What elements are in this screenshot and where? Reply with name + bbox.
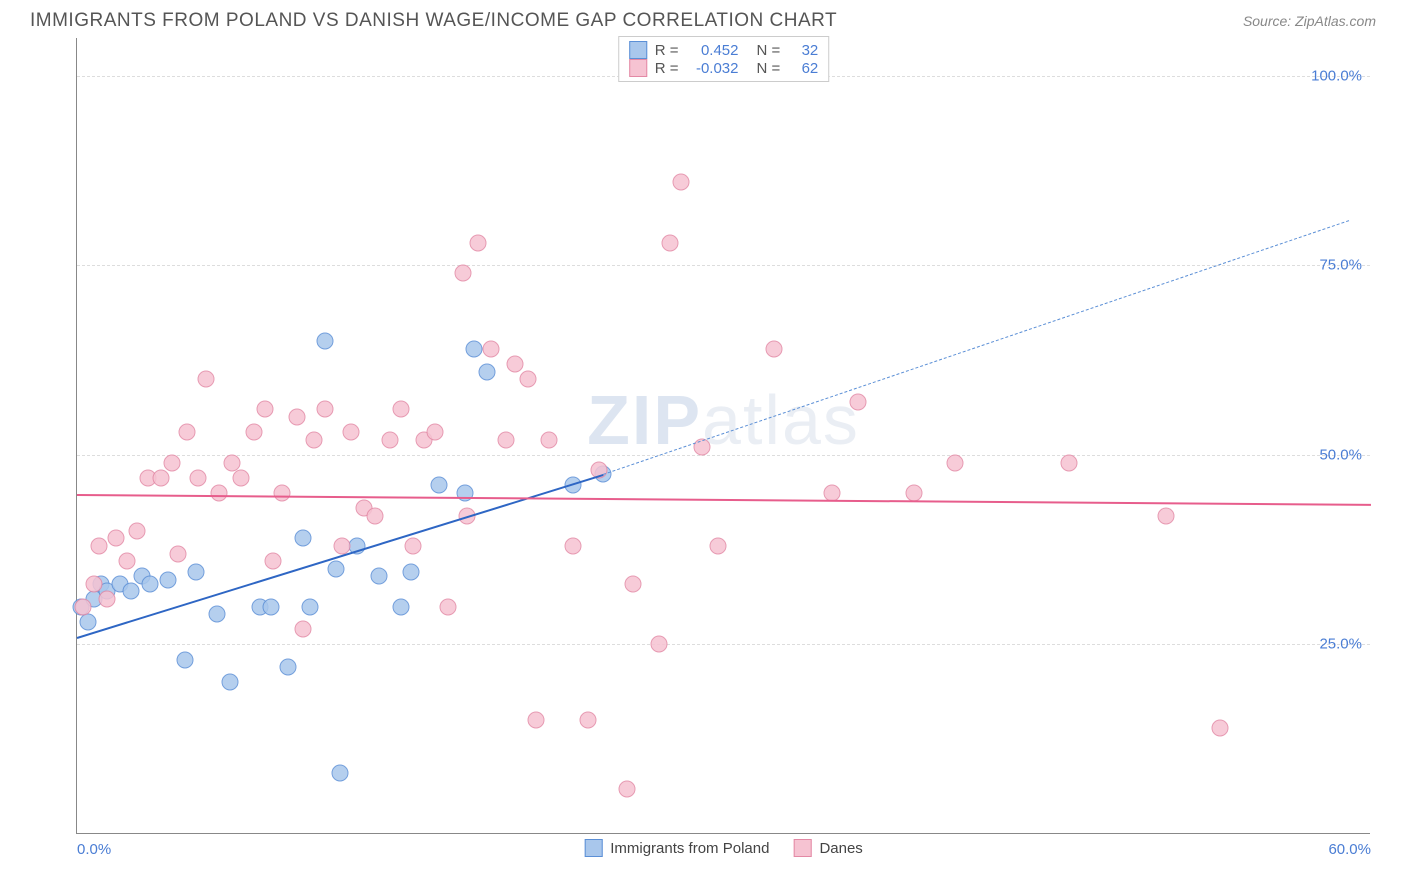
data-point xyxy=(392,598,409,615)
data-point xyxy=(178,424,195,441)
data-point xyxy=(1061,454,1078,471)
data-point xyxy=(332,765,349,782)
data-point xyxy=(209,606,226,623)
data-point xyxy=(381,431,398,448)
data-point xyxy=(153,469,170,486)
stats-legend-row: R =0.452N =32 xyxy=(629,41,819,59)
data-point xyxy=(232,469,249,486)
data-point xyxy=(198,371,215,388)
data-point xyxy=(189,469,206,486)
y-tick-label: 100.0% xyxy=(1311,67,1362,84)
data-point xyxy=(427,424,444,441)
data-point xyxy=(672,174,689,191)
data-point xyxy=(905,484,922,501)
trend-line xyxy=(603,220,1350,475)
legend-swatch xyxy=(629,41,647,59)
data-point xyxy=(163,454,180,471)
data-point xyxy=(327,560,344,577)
data-point xyxy=(370,568,387,585)
data-point xyxy=(265,553,282,570)
data-point xyxy=(256,401,273,418)
data-point xyxy=(519,371,536,388)
data-point xyxy=(470,234,487,251)
data-point xyxy=(765,340,782,357)
data-point xyxy=(159,572,176,589)
data-point xyxy=(580,712,597,729)
data-point xyxy=(79,613,96,630)
data-point xyxy=(122,583,139,600)
x-tick-label: 60.0% xyxy=(1328,841,1371,858)
gridline xyxy=(77,265,1370,266)
stats-legend-row: R =-0.032N =62 xyxy=(629,59,819,77)
legend-swatch xyxy=(629,59,647,77)
data-point xyxy=(405,537,422,554)
watermark: ZIPatlas xyxy=(587,380,860,460)
data-point xyxy=(90,537,107,554)
data-point xyxy=(170,545,187,562)
legend-item: Immigrants from Poland xyxy=(584,839,769,857)
trend-line xyxy=(77,494,1371,506)
data-point xyxy=(392,401,409,418)
data-point xyxy=(317,401,334,418)
data-point xyxy=(288,409,305,426)
data-point xyxy=(439,598,456,615)
y-tick-label: 75.0% xyxy=(1319,257,1362,274)
data-point xyxy=(245,424,262,441)
data-point xyxy=(528,712,545,729)
data-point xyxy=(295,530,312,547)
data-point xyxy=(306,431,323,448)
chart-title: IMMIGRANTS FROM POLAND VS DANISH WAGE/IN… xyxy=(30,10,837,32)
data-point xyxy=(301,598,318,615)
data-point xyxy=(295,621,312,638)
data-point xyxy=(849,393,866,410)
data-point xyxy=(273,484,290,501)
data-point xyxy=(317,333,334,350)
data-point xyxy=(129,522,146,539)
data-point xyxy=(107,530,124,547)
data-point xyxy=(709,537,726,554)
gridline xyxy=(77,644,1370,645)
data-point xyxy=(99,590,116,607)
data-point xyxy=(651,636,668,653)
data-point xyxy=(118,553,135,570)
data-point xyxy=(662,234,679,251)
data-point xyxy=(222,674,239,691)
data-point xyxy=(280,659,297,676)
data-point xyxy=(498,431,515,448)
data-point xyxy=(211,484,228,501)
data-point xyxy=(75,598,92,615)
data-point xyxy=(625,575,642,592)
y-tick-label: 50.0% xyxy=(1319,446,1362,463)
data-point xyxy=(946,454,963,471)
data-point xyxy=(618,780,635,797)
data-point xyxy=(506,355,523,372)
data-point xyxy=(86,575,103,592)
data-point xyxy=(483,340,500,357)
source-attribution: Source: ZipAtlas.com xyxy=(1243,13,1376,29)
x-tick-label: 0.0% xyxy=(77,841,111,858)
data-point xyxy=(263,598,280,615)
data-point xyxy=(431,477,448,494)
y-tick-label: 25.0% xyxy=(1319,636,1362,653)
gridline xyxy=(77,455,1370,456)
data-point xyxy=(565,537,582,554)
legend-swatch xyxy=(584,839,602,857)
stats-legend: R =0.452N =32R =-0.032N =62 xyxy=(618,36,830,82)
data-point xyxy=(1212,719,1229,736)
data-point xyxy=(1158,507,1175,524)
data-point xyxy=(176,651,193,668)
legend-swatch xyxy=(793,839,811,857)
data-point xyxy=(342,424,359,441)
data-point xyxy=(142,575,159,592)
data-point xyxy=(478,363,495,380)
data-point xyxy=(541,431,558,448)
data-point xyxy=(465,340,482,357)
plot-area: ZIPatlas R =0.452N =32R =-0.032N =62 Imm… xyxy=(76,38,1370,834)
series-legend: Immigrants from Poland Danes xyxy=(584,839,863,857)
data-point xyxy=(187,564,204,581)
data-point xyxy=(366,507,383,524)
data-point xyxy=(455,265,472,282)
data-point xyxy=(403,564,420,581)
legend-item: Danes xyxy=(793,839,862,857)
